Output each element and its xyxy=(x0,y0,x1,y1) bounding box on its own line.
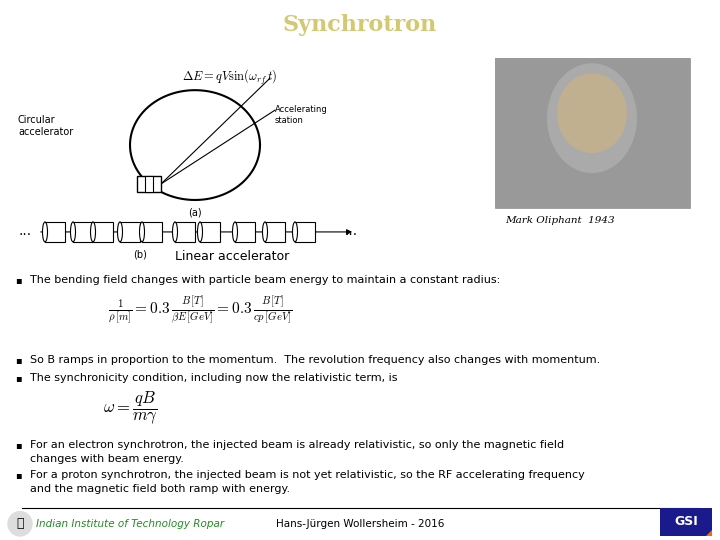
Text: $\frac{1}{\rho\,[m]} = 0.3\,\frac{B\,[T]}{\beta E\,[GeV]} = 0.3\,\frac{B\,[T]}{c: $\frac{1}{\rho\,[m]} = 0.3\,\frac{B\,[T]… xyxy=(108,295,292,327)
Text: ▪: ▪ xyxy=(15,440,22,450)
Ellipse shape xyxy=(173,222,178,242)
Text: Linear accelerator: Linear accelerator xyxy=(175,250,289,263)
Text: Hans-Jürgen Wollersheim - 2016: Hans-Jürgen Wollersheim - 2016 xyxy=(276,519,444,529)
Bar xyxy=(93,222,113,242)
Text: ▪: ▪ xyxy=(15,355,22,365)
Bar xyxy=(45,222,65,242)
Bar xyxy=(660,508,712,536)
Ellipse shape xyxy=(547,63,637,173)
Polygon shape xyxy=(706,530,712,536)
Text: $\Delta E = qV\sin(\omega_{rf}\,t)$: $\Delta E = qV\sin(\omega_{rf}\,t)$ xyxy=(182,68,278,87)
Bar xyxy=(495,58,690,208)
Circle shape xyxy=(8,512,32,536)
Bar xyxy=(175,222,195,242)
Text: Mark Oliphant  1943: Mark Oliphant 1943 xyxy=(505,216,615,225)
Text: The synchronicity condition, including now the relativistic term, is: The synchronicity condition, including n… xyxy=(30,373,397,383)
Bar xyxy=(73,222,93,242)
Text: (b): (b) xyxy=(133,250,147,260)
Text: Synchrotron: Synchrotron xyxy=(283,14,437,36)
Bar xyxy=(200,222,220,242)
Ellipse shape xyxy=(233,222,238,242)
Ellipse shape xyxy=(91,222,96,242)
Text: ▪: ▪ xyxy=(15,373,22,383)
Ellipse shape xyxy=(71,222,76,242)
Bar xyxy=(235,222,255,242)
Bar xyxy=(120,222,140,242)
Bar xyxy=(295,222,315,242)
Bar xyxy=(137,176,161,192)
Ellipse shape xyxy=(263,222,268,242)
Text: $\omega = \dfrac{qB}{m\gamma}$: $\omega = \dfrac{qB}{m\gamma}$ xyxy=(102,390,158,427)
Text: The bending field changes with particle beam energy to maintain a constant radiu: The bending field changes with particle … xyxy=(30,275,500,285)
Text: Accelerating
station: Accelerating station xyxy=(275,105,328,125)
Bar xyxy=(145,176,153,192)
Ellipse shape xyxy=(117,222,122,242)
Text: Circular
accelerator: Circular accelerator xyxy=(18,115,73,137)
Text: Indian Institute of Technology Ropar: Indian Institute of Technology Ropar xyxy=(36,519,224,529)
Text: changes with beam energy.: changes with beam energy. xyxy=(30,454,184,463)
Text: and the magnetic field both ramp with energy.: and the magnetic field both ramp with en… xyxy=(30,483,290,494)
Text: For a proton synchrotron, the injected beam is not yet relativistic, so the RF a: For a proton synchrotron, the injected b… xyxy=(30,470,585,480)
Text: ▪: ▪ xyxy=(15,470,22,480)
Text: (a): (a) xyxy=(188,208,202,218)
Bar xyxy=(495,58,690,208)
Bar xyxy=(142,222,162,242)
Text: ▪: ▪ xyxy=(15,275,22,285)
Text: GSI: GSI xyxy=(674,515,698,528)
Ellipse shape xyxy=(557,73,627,153)
Text: So B ramps in proportion to the momentum.  The revolution frequency also changes: So B ramps in proportion to the momentum… xyxy=(30,355,600,365)
Text: 🌳: 🌳 xyxy=(17,517,24,530)
Ellipse shape xyxy=(197,222,202,242)
Ellipse shape xyxy=(140,222,145,242)
Text: ···: ··· xyxy=(18,228,31,242)
Text: For an electron synchrotron, the injected beam is already relativistic, so only : For an electron synchrotron, the injecte… xyxy=(30,440,564,450)
Text: ···: ··· xyxy=(345,228,358,242)
Bar xyxy=(265,222,285,242)
Ellipse shape xyxy=(42,222,48,242)
Ellipse shape xyxy=(292,222,297,242)
